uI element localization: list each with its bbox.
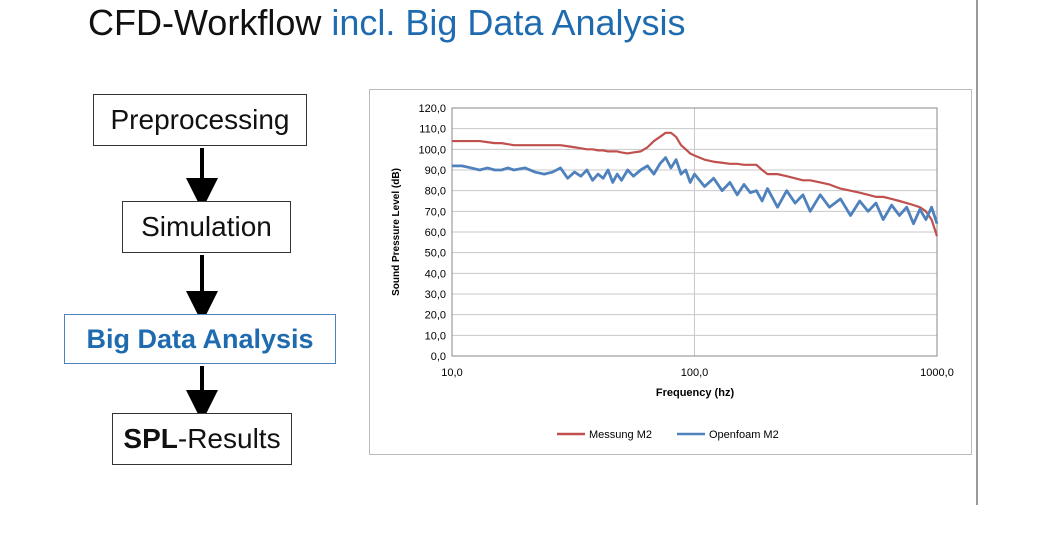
y-tick-label: 30,0 — [425, 289, 446, 301]
x-axis-label: Frequency (hz) — [656, 387, 735, 399]
node-label: Preprocessing — [110, 104, 290, 135]
node-label: Big Data Analysis — [86, 323, 314, 354]
y-tick-label: 20,0 — [425, 310, 446, 322]
x-tick-label: 10,0 — [441, 367, 462, 379]
y-tick-label: 50,0 — [425, 248, 446, 260]
flow-node: Big Data Analysis — [64, 314, 336, 364]
y-tick-label: 10,0 — [425, 330, 446, 342]
slide-title: CFD-Workflow incl. Big Data Analysis — [88, 2, 686, 44]
node-label: -Results — [177, 423, 281, 454]
y-axis-label: Sound Pressure Level (dB) — [391, 168, 402, 296]
y-tick-label: 0,0 — [431, 351, 446, 363]
y-tick-label: 120,0 — [418, 103, 446, 115]
y-tick-label: 60,0 — [425, 227, 446, 239]
y-tick-label: 90,0 — [425, 165, 446, 177]
legend-label: Messung M2 — [589, 429, 652, 441]
node-label: Simulation — [141, 211, 272, 242]
chart-frame — [369, 89, 972, 455]
flow-node: SPL -Results — [112, 413, 292, 465]
y-tick-label: 110,0 — [419, 124, 446, 136]
y-tick-label: 80,0 — [425, 186, 446, 198]
x-tick-label: 1000,0 — [920, 367, 954, 379]
flow-node: Preprocessing — [93, 94, 307, 146]
plot-area — [451, 107, 938, 357]
series-line — [452, 131, 939, 237]
chart: Frequency (hz) Sound Pressure Level (dB)… — [369, 89, 972, 455]
node-label-bold: SPL — [123, 423, 178, 454]
x-tick-label: 100,0 — [681, 367, 709, 379]
legend-label: Openfoam M2 — [709, 429, 779, 441]
y-tick-label: 40,0 — [425, 268, 446, 280]
y-tick-label: 70,0 — [425, 206, 446, 218]
series-line — [452, 156, 939, 226]
title-main: CFD-Workflow — [88, 2, 322, 43]
title-highlight: incl. Big Data Analysis — [331, 2, 686, 43]
y-tick-label: 100,0 — [418, 144, 446, 156]
flow-node: Simulation — [122, 201, 291, 253]
